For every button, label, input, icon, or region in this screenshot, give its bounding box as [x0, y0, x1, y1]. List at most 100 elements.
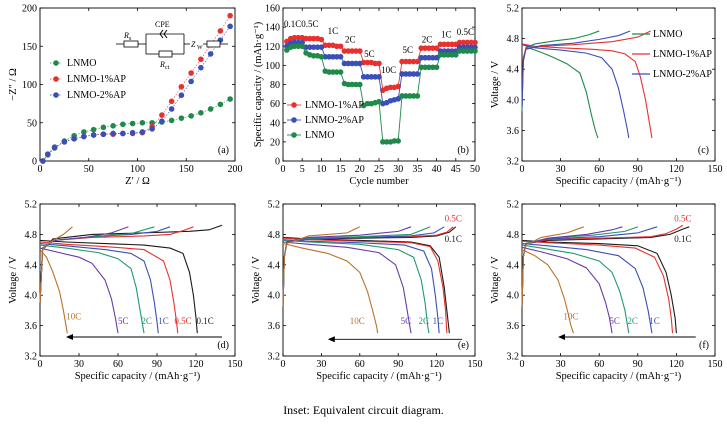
x-tick-label: 20 [355, 164, 365, 175]
data-point [188, 78, 194, 85]
rate-label: 2C [419, 316, 430, 326]
data-point [90, 126, 97, 133]
y-tick-label: 4.8 [268, 230, 281, 241]
chart-e: 0 30 60 90 120 150 3.2 3.6 4.0 4.4 4.8 5.2 Specific … [251, 200, 483, 383]
rate-label: 10C [66, 312, 81, 322]
data-point [139, 119, 146, 126]
y-tick-label: 0 [32, 157, 37, 168]
legend-label: LNMO-1%AP [305, 100, 364, 111]
data-point [168, 117, 175, 124]
data-point [53, 76, 59, 82]
x-tick-label: 90 [393, 359, 403, 370]
data-point [227, 23, 233, 30]
y-tick-label: 4.4 [25, 260, 38, 271]
data-point [178, 115, 185, 121]
x-tick-label: 200 [228, 164, 243, 175]
data-point [129, 120, 136, 127]
x-tick-label: 120 [669, 359, 684, 370]
legend-label: LNMO [305, 130, 334, 141]
rate-label: 0.1C [445, 234, 462, 244]
x-tick-label: 0 [38, 164, 43, 175]
y-tick-label: 80 [270, 80, 280, 91]
x-tick-label: 90 [633, 164, 643, 175]
x-axis-label: Cycle number [349, 176, 409, 187]
rate-arrow-head [558, 334, 566, 340]
data-point [168, 98, 175, 105]
data-point [100, 131, 107, 138]
series-line [42, 98, 231, 162]
discharge-curve [521, 42, 599, 139]
panel-label: (e) [458, 340, 469, 351]
resistor-rct [158, 50, 173, 58]
data-point [357, 81, 363, 88]
y-tick-label: 3.2 [507, 157, 520, 168]
data-point [395, 96, 402, 102]
x-tick-label: 0 [520, 164, 525, 175]
y-axis-label: Voltage / V [8, 256, 19, 304]
discharge-curve [39, 242, 159, 334]
data-point [318, 44, 325, 51]
data-point [61, 139, 68, 145]
y-tick-label: 50 [27, 118, 37, 129]
rate-label: 5C [403, 45, 414, 55]
x-tick-label: 60 [594, 164, 604, 175]
x-axis-label: Specific capacity / (mAh·g⁻¹) [556, 371, 682, 382]
y-axis-label: −Z″ / Ω [8, 68, 19, 101]
data-point [291, 132, 297, 138]
rate-label: 5C [118, 316, 129, 326]
rate-label: 5C [609, 316, 620, 326]
panel-label: (b) [457, 145, 469, 156]
inset-label: ct [165, 65, 170, 71]
y-tick-label: 140 [265, 23, 280, 34]
y-tick-label: 4.0 [507, 95, 520, 106]
rate-label: 5C [401, 316, 412, 326]
series-line [42, 15, 231, 162]
charge-curve [521, 226, 584, 307]
y-tick-label: 4.8 [507, 34, 520, 45]
data-point [337, 69, 344, 75]
y-tick-label: 20 [270, 137, 280, 148]
y-tick-label: 5.2 [507, 200, 520, 211]
data-point [198, 56, 204, 63]
data-point [159, 112, 165, 118]
data-point [453, 52, 459, 58]
legend-label: LNMO-1%AP [653, 49, 712, 60]
chart-a: 0 50 100 150 200 0 50 100 150 200 Z′ / Ω −Z″ / Ω (a)… [8, 4, 243, 188]
data-point [40, 158, 46, 164]
x-tick-label: 30 [393, 164, 403, 175]
legend-label: LNMO-1%AP [67, 74, 126, 85]
x-tick-label: 30 [556, 164, 566, 175]
x-tick-label: 120 [669, 164, 684, 175]
y-tick-label: 4.8 [25, 230, 38, 241]
rate-label: 1C [649, 316, 660, 326]
x-tick-label: 60 [594, 359, 604, 370]
y-tick-label: 4.8 [507, 230, 520, 241]
discharge-curve [521, 242, 653, 334]
data-point [357, 48, 363, 54]
x-tick-label: 0 [38, 359, 43, 370]
y-tick-label: 3.2 [268, 352, 281, 363]
y-axis-label: Specific capacity / (mAh·g⁻¹) [253, 21, 264, 147]
x-tick-label: 50 [470, 164, 480, 175]
y-tick-label: 4.4 [268, 260, 281, 271]
charge-curve [521, 30, 631, 108]
x-tick-label: 150 [179, 164, 194, 175]
data-point [217, 28, 224, 34]
data-point [227, 12, 233, 19]
x-axis-label: Specific capacity / (mAh·g⁻¹) [75, 371, 201, 382]
data-point [45, 151, 51, 157]
rate-label: 1C [433, 316, 444, 326]
y-tick-label: 160 [265, 4, 280, 15]
rate-label: 0.5C [174, 316, 191, 326]
data-point [81, 133, 87, 140]
y-tick-label: 5.2 [507, 4, 520, 15]
x-tick-label: 30 [316, 359, 326, 370]
data-point [90, 132, 97, 138]
x-tick-label: 0 [281, 359, 286, 370]
discharge-curve [39, 241, 179, 334]
data-point [53, 60, 59, 66]
x-tick-label: 25 [374, 164, 384, 175]
data-point [188, 113, 194, 119]
inset-label: Z [191, 40, 196, 49]
